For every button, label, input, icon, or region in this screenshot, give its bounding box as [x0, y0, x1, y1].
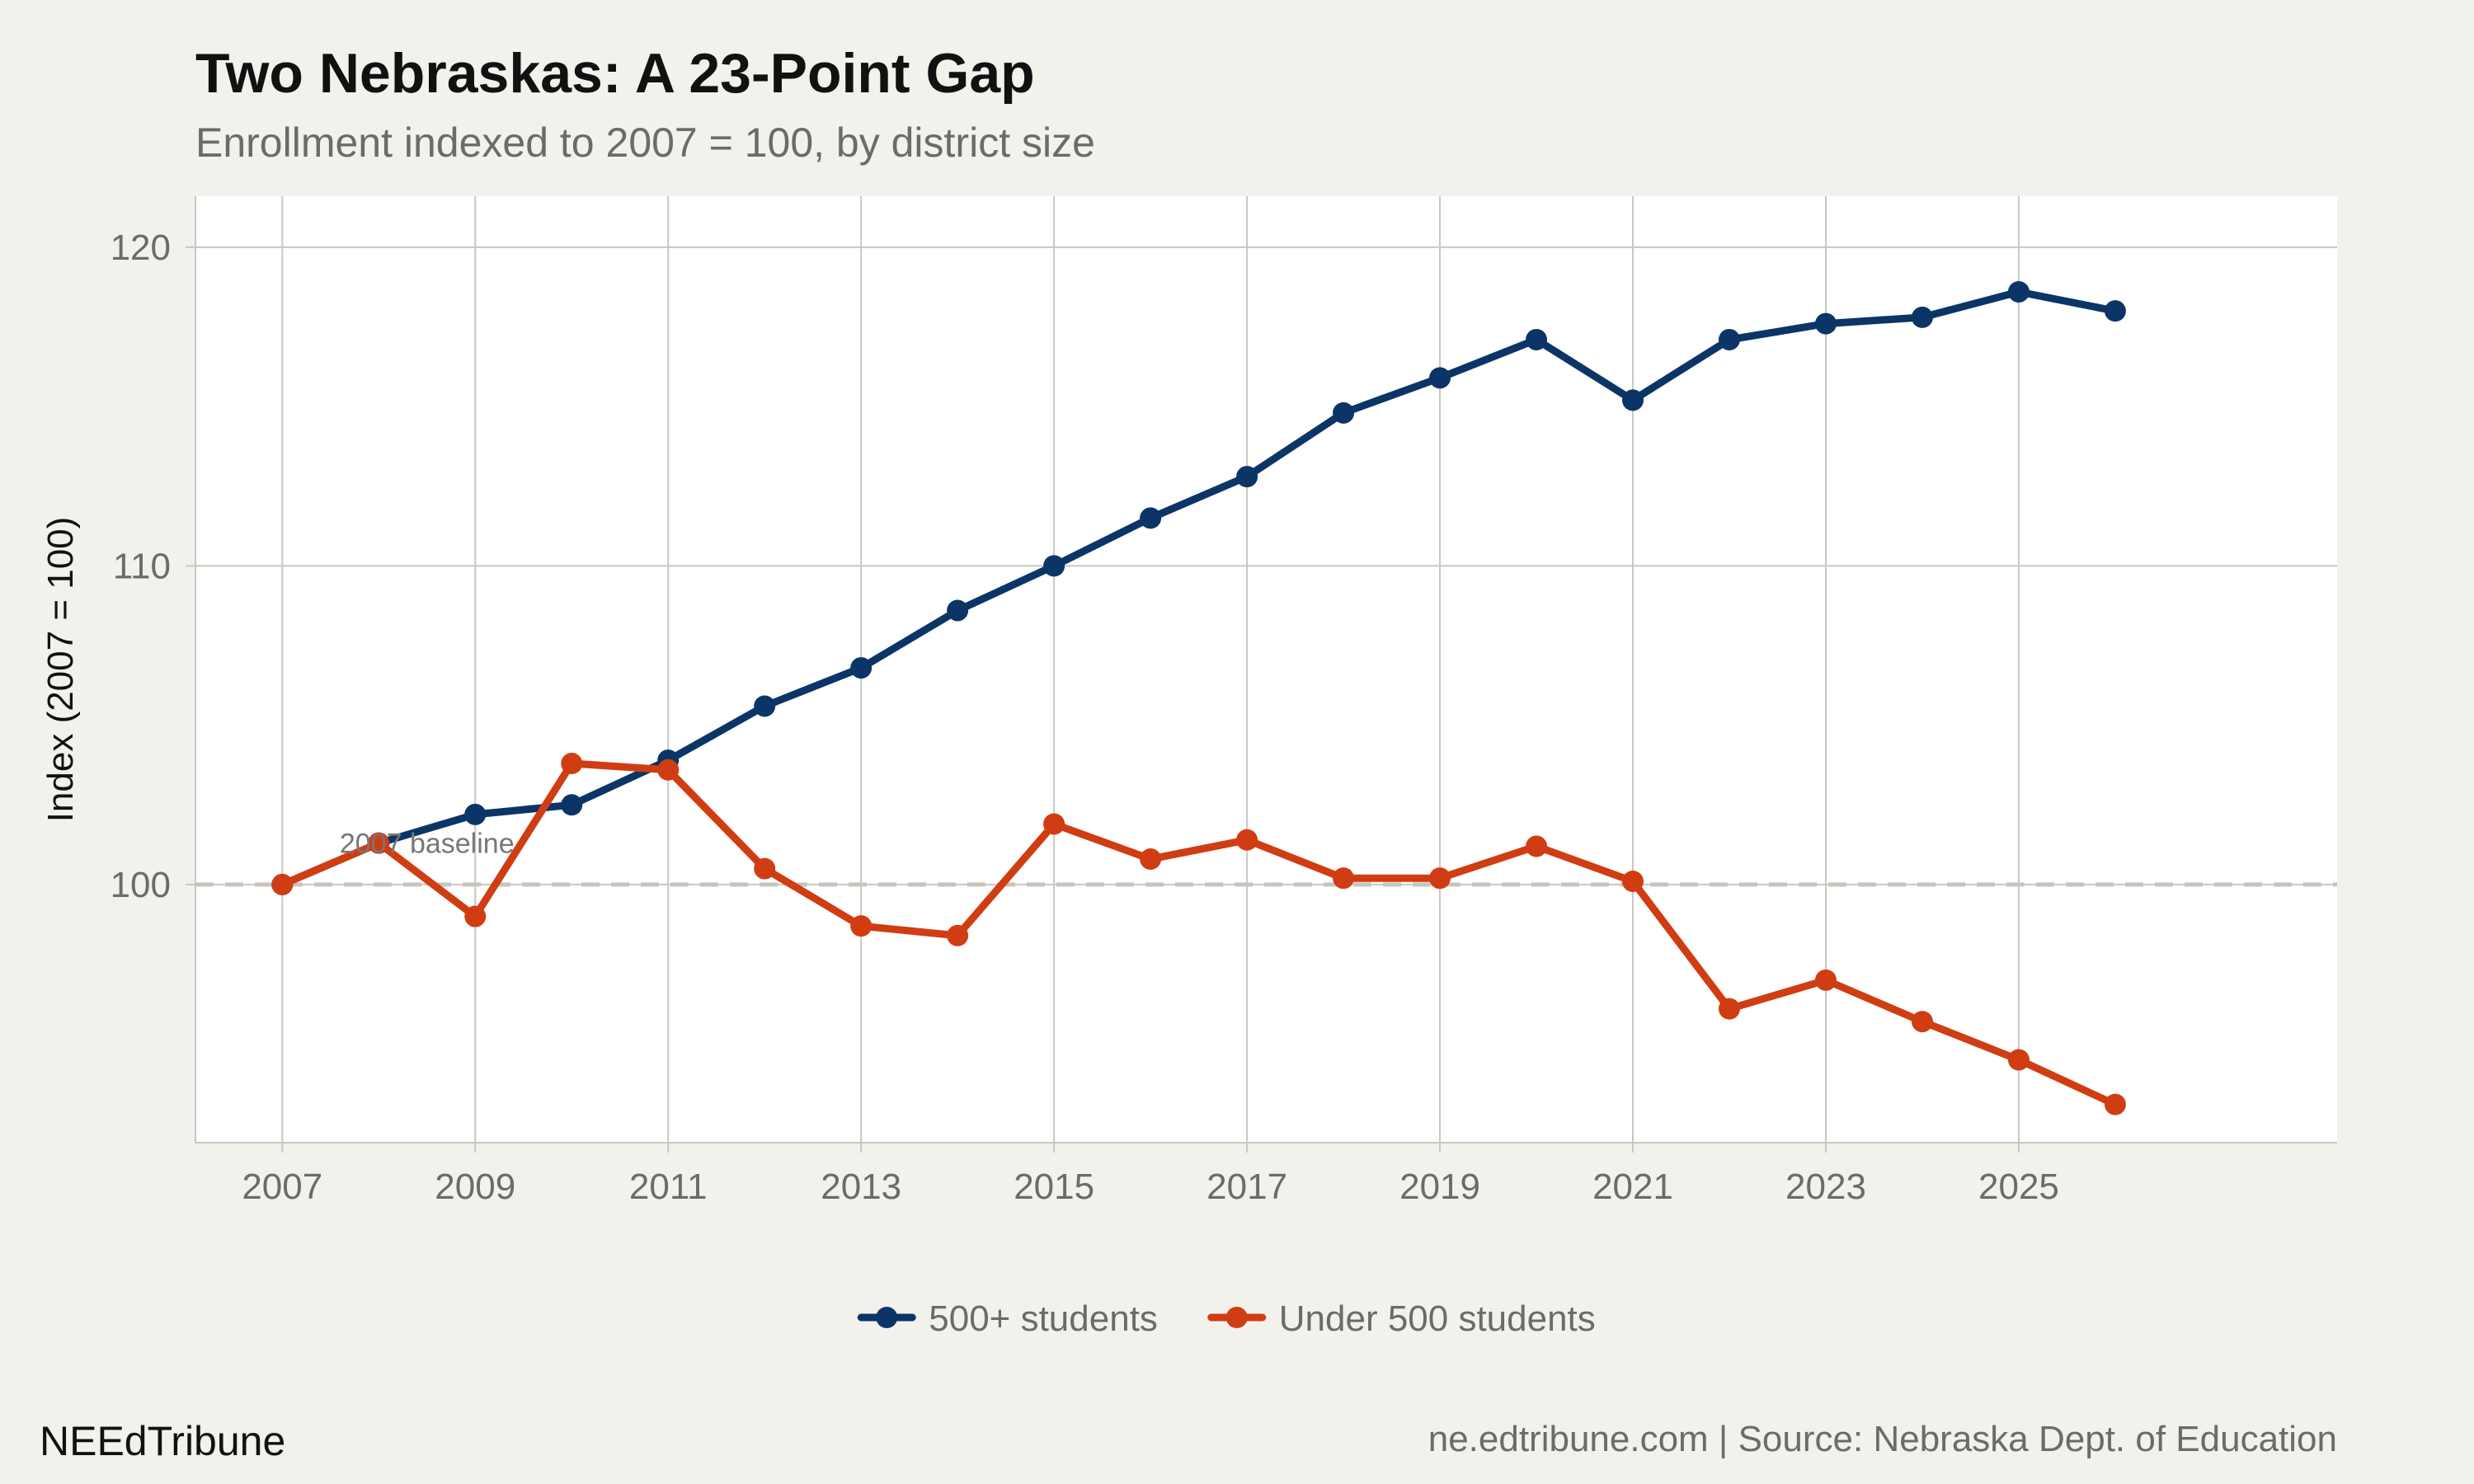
chart-subtitle: Enrollment indexed to 2007 = 100, by dis…	[195, 120, 1095, 166]
x-tick-label: 2019	[1399, 1167, 1480, 1207]
data-point	[1140, 507, 1162, 529]
data-point	[1140, 848, 1162, 870]
data-point	[850, 657, 872, 679]
data-point	[947, 599, 969, 622]
chart-title: Two Nebraskas: A 23-Point Gap	[195, 42, 1035, 105]
data-point	[1236, 829, 1258, 851]
data-point	[754, 857, 776, 880]
data-point	[1333, 402, 1355, 424]
data-point	[1526, 328, 1548, 350]
data-point	[1429, 367, 1451, 389]
series-group	[271, 753, 2126, 1115]
data-point	[1911, 306, 1933, 328]
data-point	[1622, 389, 1644, 411]
legend-key-point	[1225, 1307, 1248, 1328]
baseline-annotation: 2007 baseline	[340, 829, 515, 860]
source-credit: ne.edtribune.com | Source: Nebraska Dept…	[1428, 1419, 2337, 1459]
x-tick-label: 2011	[629, 1167, 708, 1207]
series-line	[278, 288, 2119, 889]
data-point	[1043, 555, 1065, 577]
data-point	[1719, 998, 1741, 1020]
data-point	[271, 873, 294, 895]
data-point	[1236, 466, 1258, 488]
data-point	[2104, 1093, 2126, 1115]
x-tick-label: 2007	[242, 1167, 322, 1207]
data-point	[1719, 328, 1741, 350]
data-point	[2104, 300, 2126, 322]
series-layer	[271, 280, 2126, 1115]
annotation-layer: 2007 baseline	[340, 829, 515, 860]
axis-layer: 2007 2009 2011 2013 2015 2017 2019 2021 2023 2025…	[111, 196, 2337, 1207]
data-point	[368, 832, 390, 854]
data-point	[1333, 867, 1355, 890]
brand-name: NEEdTribune	[40, 1418, 285, 1464]
legend-key-point	[876, 1307, 898, 1328]
data-point	[1622, 871, 1644, 893]
y-tick-label: 110	[113, 546, 171, 586]
data-point	[754, 695, 776, 717]
x-tick-label: 2009	[435, 1167, 515, 1207]
data-point	[1526, 835, 1548, 857]
x-tick-label: 2023	[1785, 1167, 1866, 1207]
data-point	[1814, 969, 1837, 991]
data-point	[1429, 867, 1451, 890]
data-point	[561, 753, 583, 775]
data-point	[2007, 1049, 2030, 1071]
legend-item: Under 500 students	[1207, 1298, 1596, 1339]
x-tick-label: 2025	[1978, 1167, 2059, 1207]
data-point	[561, 794, 583, 816]
data-point	[850, 915, 872, 937]
x-tick-label: 2017	[1206, 1167, 1287, 1207]
legend: 500+ students Under 500 students	[857, 1298, 1596, 1339]
x-tick-label: 2021	[1592, 1167, 1673, 1207]
data-point	[464, 905, 487, 928]
y-tick-label: 120	[111, 228, 171, 268]
data-point	[1911, 1011, 1933, 1033]
legend-label: 500+ students	[929, 1298, 1158, 1339]
x-tick-label: 2015	[1014, 1167, 1094, 1207]
y-axis-label: Index (2007 = 100)	[40, 517, 81, 823]
data-point	[1043, 813, 1065, 835]
data-point	[947, 924, 969, 946]
data-point	[464, 803, 487, 825]
legend-item: 500+ students	[857, 1298, 1158, 1339]
series-line	[278, 759, 2119, 1109]
data-point	[2007, 280, 2030, 303]
legend-label: Under 500 students	[1279, 1298, 1596, 1339]
data-point	[657, 758, 680, 781]
x-tick-label: 2013	[821, 1167, 901, 1207]
plot-panel	[195, 196, 2337, 1143]
data-point	[1814, 312, 1837, 335]
y-tick-label: 100	[111, 865, 171, 905]
